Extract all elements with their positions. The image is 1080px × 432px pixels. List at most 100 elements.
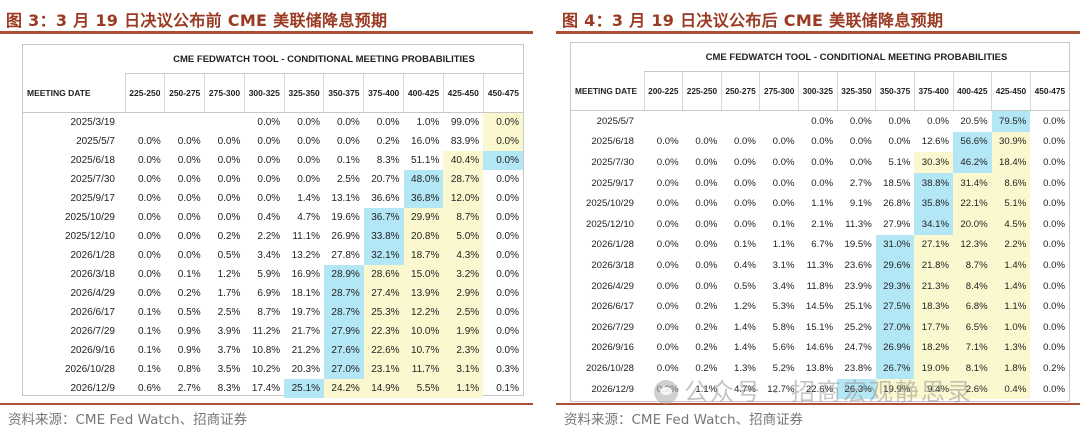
probability-cell: 1.4% — [991, 255, 1031, 276]
probability-cell: 0.0% — [496, 212, 519, 223]
probability-cell: 8.7% — [257, 307, 281, 318]
probability-cell: 16.9% — [291, 269, 320, 280]
probability-cell: 0.0% — [734, 156, 756, 168]
table-row: 2026/1/28 0.0% 0.0% 0.5% 3.4% 13.2% 27.8% 32.1%… — [23, 246, 523, 265]
meeting-date: 2026/4/29 — [70, 288, 116, 299]
header-rate-range: 350-375 — [323, 73, 364, 113]
probability-cell: 38.8% — [914, 172, 953, 194]
header-rate-range: 300-325 — [798, 71, 838, 111]
probability-cell: 13.2% — [291, 250, 320, 261]
probability-cell — [125, 113, 165, 133]
probability-cell: 0.0% — [177, 193, 201, 204]
probability-cell: 12.2% — [403, 303, 444, 322]
probability-cell: 8.3% — [376, 155, 400, 166]
probability-cell: 0.0% — [734, 218, 756, 230]
meeting-date: 2026/9/16 — [70, 345, 116, 356]
probability-cell: 16.0% — [411, 136, 440, 147]
probability-cell: 1.2% — [734, 301, 756, 313]
header-rate-range: 400-425 — [952, 71, 992, 111]
meeting-date: 2026/12/9 — [70, 383, 116, 394]
title-rule — [0, 31, 533, 34]
meeting-date: 2025/7/30 — [70, 174, 116, 185]
probability-cell: 0.0% — [483, 132, 523, 151]
probability-cell: 5.1% — [991, 193, 1031, 214]
probability-cell: 1.0% — [991, 316, 1031, 338]
table-row: 2025/9/17 0.0% 0.0% 0.0% 0.0% 0.0% 2.7% 18.5% 38… — [571, 172, 1069, 194]
probability-cell: 22.1% — [953, 193, 992, 214]
probability-cell: 0.0% — [336, 136, 360, 147]
meeting-date: 2026/3/18 — [591, 259, 634, 271]
probability-cell: 10.0% — [403, 322, 444, 341]
probability-cell: 0.1% — [138, 364, 161, 375]
probability-cell: 23.1% — [363, 360, 404, 379]
probability-cell: 1.7% — [217, 288, 241, 299]
probability-cell: 0.0% — [297, 174, 320, 185]
table-title-spacer — [23, 45, 125, 74]
probability-cell: 2.3% — [443, 341, 484, 360]
probability-cell: 18.2% — [914, 337, 953, 359]
probability-cell: 1.3% — [991, 337, 1031, 359]
probability-cell: 27.0% — [875, 316, 915, 338]
probability-cell: 2.6% — [953, 378, 992, 400]
probability-cell: 11.7% — [403, 360, 444, 379]
table-row: 2026/7/29 0.1% 0.9% 3.9% 11.2% 21.7% 27.9% 22.3… — [23, 322, 523, 341]
probability-cell: 0.4% — [257, 212, 281, 223]
meeting-date: 2026/4/29 — [591, 280, 634, 292]
probability-cell: 0.0% — [257, 155, 281, 166]
probability-cell: 1.4% — [734, 321, 756, 333]
probability-cell: 0.0% — [1043, 321, 1065, 333]
source-rule — [556, 403, 1080, 405]
probability-cell: 0.0% — [695, 177, 718, 189]
probability-cell: 0.0% — [695, 218, 718, 230]
table-header-row: MEETING DATE 200-225 225-250 250-275 275-300… — [571, 71, 1069, 111]
probability-cell: 0.2% — [177, 288, 201, 299]
probability-cell: 0.0% — [1043, 280, 1065, 292]
probability-cell: 0.2% — [695, 301, 718, 313]
probability-cell: 99.0% — [450, 117, 480, 128]
probability-cell: 0.0% — [138, 250, 161, 261]
probability-cell: 10.8% — [251, 345, 281, 356]
figure-4-title: 图 4：3 月 19 日决议公布后 CME 美联储降息预期 — [562, 11, 944, 30]
fedwatch-table-before: CME FEDWATCH TOOL - CONDITIONAL MEETING … — [22, 44, 524, 398]
probability-cell: 0.0% — [734, 177, 756, 189]
probability-cell: 34.1% — [914, 213, 953, 235]
probability-cell: 28.7% — [323, 284, 364, 303]
probability-cell: 0.0% — [1043, 383, 1065, 395]
probability-cell: 3.5% — [217, 364, 241, 375]
probability-cell: 22.6% — [363, 341, 404, 360]
probability-cell: 24.2% — [323, 379, 364, 398]
probability-cell: 0.2% — [217, 231, 241, 242]
header-rate-range: 200-225 — [643, 71, 683, 111]
probability-cell: 0.0% — [297, 155, 320, 166]
table-row: 2026/7/29 0.0% 0.2% 1.4% 5.8% 15.1% 25.2% 27.0%… — [571, 316, 1069, 338]
probability-cell: 26.8% — [883, 198, 911, 210]
probability-cell: 0.0% — [1043, 177, 1065, 189]
probability-cell: 27.0% — [323, 360, 364, 379]
probability-cell: 0.0% — [695, 198, 718, 210]
probability-cell: 0.2% — [695, 321, 718, 333]
probability-cell: 0.0% — [695, 136, 718, 148]
header-meeting-date: MEETING DATE — [571, 71, 644, 111]
probability-cell: 0.0% — [217, 136, 241, 147]
probability-cell: 0.0% — [772, 198, 795, 210]
probability-cell: 2.2% — [257, 231, 281, 242]
probability-cell: 0.0% — [1043, 259, 1065, 271]
figure-3-title: 图 3：3 月 19 日决议公布前 CME 美联储降息预期 — [6, 11, 388, 30]
probability-cell: 8.6% — [991, 172, 1031, 194]
meeting-date: 2025/12/10 — [585, 218, 634, 230]
probability-cell: 0.0% — [496, 345, 519, 356]
probability-cell: 0.0% — [138, 193, 161, 204]
probability-cell: 0.0% — [297, 136, 320, 147]
table-row: 2025/5/7 0.0% 0.0% 0.0% 0.0% 20.5% 79.5% 0.0% — [571, 110, 1069, 132]
probability-cell — [683, 111, 722, 132]
probability-cell: 0.0% — [656, 301, 679, 313]
probability-cell: 36.8% — [403, 189, 444, 208]
probability-cell: 31.0% — [875, 234, 915, 256]
header-rate-range: 400-425 — [403, 73, 444, 113]
header-rate-range: 325-350 — [283, 73, 324, 113]
probability-cell: 0.1% — [138, 326, 161, 337]
probability-cell: 27.1% — [914, 234, 953, 256]
probability-cell: 2.9% — [443, 284, 484, 303]
probability-cell: 2.7% — [177, 383, 201, 394]
probability-cell: 3.9% — [217, 326, 241, 337]
